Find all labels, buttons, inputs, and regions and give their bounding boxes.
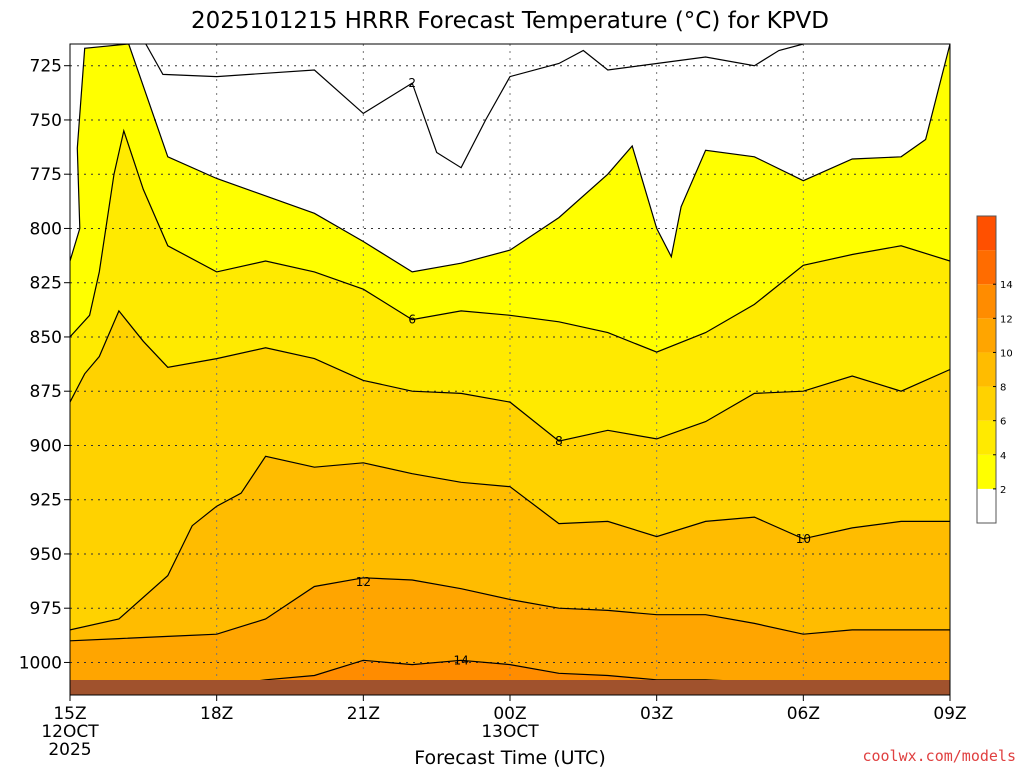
colorbar-segment-3 xyxy=(977,386,996,421)
y-tick-label-775: 775 xyxy=(30,165,62,185)
x-tick-label-15-0: 06Z xyxy=(787,704,820,724)
y-tick-label-925: 925 xyxy=(30,491,62,511)
y-tick-label-950: 950 xyxy=(30,545,62,565)
contour-line-12 xyxy=(70,577,950,642)
colorbar-segment-6 xyxy=(977,284,996,319)
contour-label-2: 2 xyxy=(408,76,416,90)
colorbar-segment-7 xyxy=(977,250,996,285)
x-tick-label-9-0: 00Z xyxy=(493,704,526,724)
y-tick-label-800: 800 xyxy=(30,219,62,239)
contour-label-6: 6 xyxy=(408,313,416,327)
contour-line-6 xyxy=(70,128,950,353)
contour-label-14: 14 xyxy=(453,653,468,667)
y-tick-label-825: 825 xyxy=(30,274,62,294)
colorbar-frame xyxy=(976,215,997,524)
colorbar: 2 4 6 8 10 12 14 xyxy=(976,215,1013,524)
y-tick-label-1000: 1000 xyxy=(19,653,62,673)
x-tick-label-0-2: 2025 xyxy=(48,740,91,760)
contour-line-8 xyxy=(70,309,950,442)
colorbar-label-10: 10 xyxy=(1000,348,1013,359)
credit-text: coolwx.com/models xyxy=(862,747,1016,765)
x-tick-label-0-1: 12OCT xyxy=(41,722,99,742)
y-tick-label-975: 975 xyxy=(30,599,62,619)
x-tick-label-0-0: 15Z xyxy=(53,704,86,724)
y-axis: 725 750 775 800 825 850 875 900 925 950 975 1000 xyxy=(19,57,70,673)
y-tick-label-725: 725 xyxy=(30,57,62,77)
colorbar-label-4: 4 xyxy=(1000,451,1006,462)
x-tick-label-6-0: 21Z xyxy=(347,704,380,724)
colorbar-segment-4 xyxy=(977,352,996,387)
colorbar-label-14: 14 xyxy=(1000,280,1013,291)
x-tick-label-3-0: 18Z xyxy=(200,704,233,724)
colorbar-segment-8 xyxy=(977,216,996,251)
ground-strip xyxy=(70,680,950,695)
colorbar-label-8: 8 xyxy=(1000,383,1006,394)
contour-label-8: 8 xyxy=(555,434,563,448)
colorbar-segment-5 xyxy=(977,318,996,353)
y-tick-label-850: 850 xyxy=(30,328,62,348)
x-tick-label-9-1: 13OCT xyxy=(481,722,539,742)
y-tick-label-750: 750 xyxy=(30,111,62,131)
colorbar-label-2: 2 xyxy=(1000,485,1006,496)
contour-line-10 xyxy=(70,455,950,631)
x-axis-label: Forecast Time (UTC) xyxy=(414,747,605,768)
contour-line-4 xyxy=(70,44,950,273)
colorbar-segment-1 xyxy=(977,454,996,489)
x-tick-label-18-0: 09Z xyxy=(933,704,966,724)
colorbar-label-6: 6 xyxy=(1000,417,1006,428)
chart-title: 2025101215 HRRR Forecast Temperature (°C… xyxy=(191,8,829,34)
band-above-12 xyxy=(70,577,950,695)
colorbar-label-12: 12 xyxy=(1000,314,1013,325)
contour-label-10: 10 xyxy=(796,532,811,546)
colorbar-segment-0 xyxy=(977,488,996,523)
y-tick-label-900: 900 xyxy=(30,436,62,456)
contour-label-12: 12 xyxy=(356,575,371,589)
contour-line-2 xyxy=(145,44,804,169)
colorbar-segment-2 xyxy=(977,420,996,455)
y-tick-label-875: 875 xyxy=(30,382,62,402)
ground-layer xyxy=(70,680,950,695)
x-tick-label-12-0: 03Z xyxy=(640,704,673,724)
